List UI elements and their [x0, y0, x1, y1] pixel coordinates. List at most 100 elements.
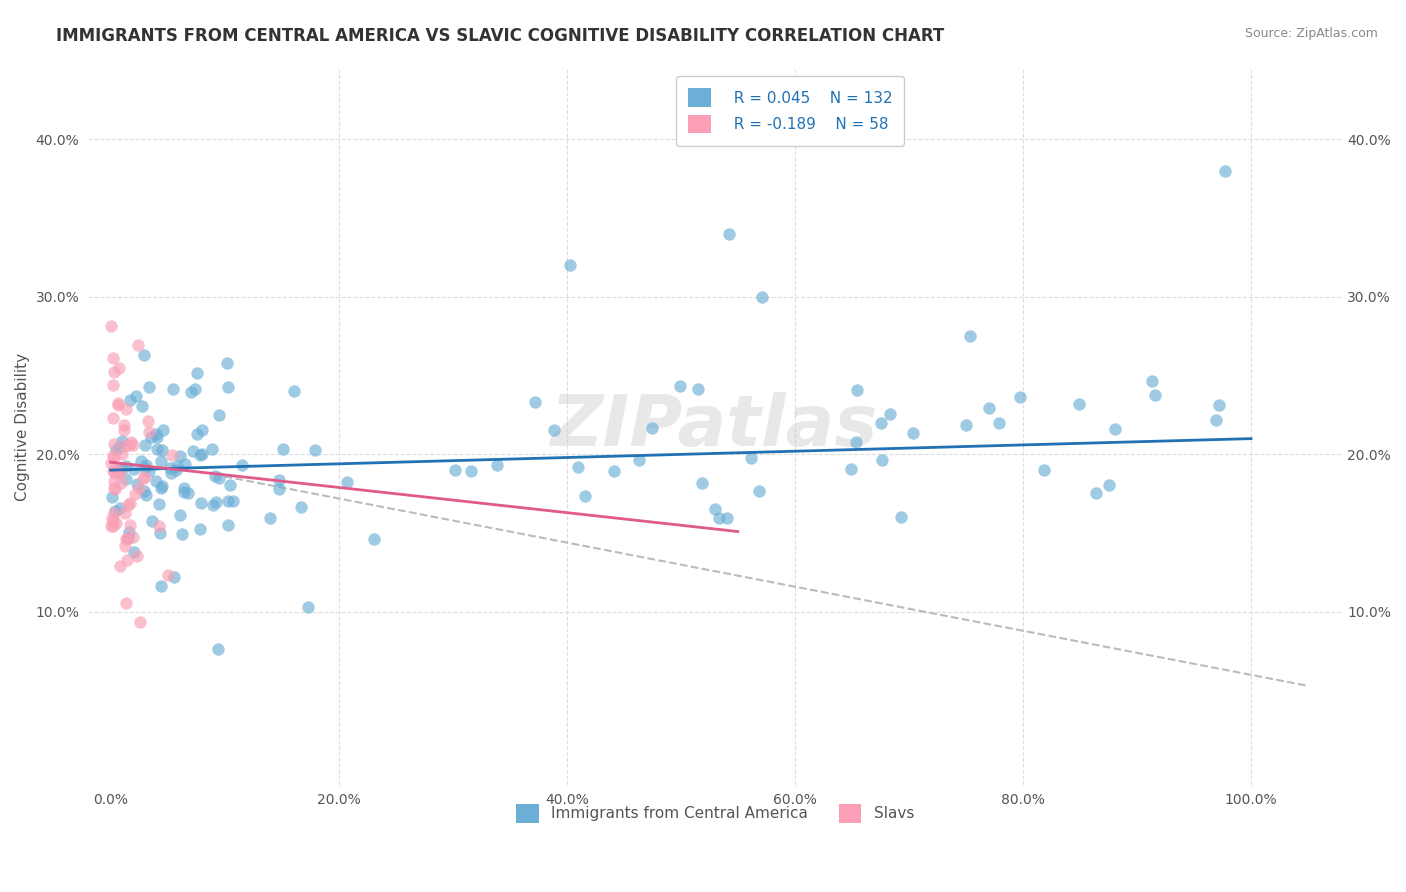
Point: [879, 407, 901, 421]
Point: [103, 449, 125, 463]
Point: [692, 476, 714, 491]
Point: [112, 418, 135, 433]
Point: [145, 475, 167, 489]
Point: [103, 475, 125, 489]
Point: [218, 478, 240, 492]
Point: [215, 356, 238, 370]
Point: [104, 466, 127, 480]
Point: [204, 468, 226, 483]
Point: [121, 438, 143, 452]
Text: IMMIGRANTS FROM CENTRAL AMERICA VS SLAVIC COGNITIVE DISABILITY CORRELATION CHART: IMMIGRANTS FROM CENTRAL AMERICA VS SLAVI…: [56, 27, 945, 45]
Point: [959, 328, 981, 343]
Point: [111, 447, 134, 461]
Point: [870, 453, 893, 467]
Point: [173, 481, 195, 495]
Point: [955, 417, 977, 432]
Point: [135, 458, 157, 472]
Point: [100, 319, 122, 334]
Point: [114, 506, 136, 520]
Point: [103, 482, 125, 496]
Point: [127, 338, 149, 352]
Point: [120, 495, 142, 509]
Point: [125, 389, 148, 403]
Point: [132, 470, 155, 484]
Point: [100, 456, 122, 470]
Point: [1098, 478, 1121, 492]
Point: [283, 384, 305, 398]
Point: [217, 517, 239, 532]
Point: [628, 453, 651, 467]
Point: [100, 518, 122, 533]
Legend: Immigrants from Central America, Slavs: Immigrants from Central America, Slavs: [503, 792, 927, 835]
Point: [138, 380, 160, 394]
Point: [101, 377, 124, 392]
Point: [103, 506, 125, 520]
Point: [839, 462, 862, 476]
Point: [217, 380, 239, 394]
Point: [128, 615, 150, 629]
Point: [297, 599, 319, 614]
Point: [162, 382, 184, 396]
Point: [115, 472, 138, 486]
Point: [112, 423, 135, 437]
Point: [207, 642, 229, 657]
Point: [107, 464, 129, 478]
Point: [173, 484, 195, 499]
Point: [173, 457, 195, 471]
Point: [202, 498, 225, 512]
Point: [128, 481, 150, 495]
Point: [188, 522, 211, 536]
Point: [122, 530, 145, 544]
Point: [181, 444, 204, 458]
Point: [486, 458, 509, 472]
Point: [138, 425, 160, 439]
Point: [132, 348, 155, 362]
Point: [122, 545, 145, 559]
Point: [716, 511, 738, 525]
Point: [103, 411, 125, 425]
Point: [1104, 422, 1126, 436]
Point: [165, 463, 187, 477]
Point: [523, 395, 546, 409]
Point: [269, 482, 291, 496]
Point: [101, 511, 124, 525]
Point: [157, 568, 180, 582]
Point: [870, 417, 893, 431]
Point: [150, 454, 173, 468]
Point: [169, 508, 191, 523]
Point: [138, 464, 160, 478]
Point: [134, 438, 156, 452]
Text: Source: ZipAtlas.com: Source: ZipAtlas.com: [1244, 27, 1378, 40]
Point: [134, 461, 156, 475]
Point: [152, 423, 174, 437]
Point: [208, 409, 231, 423]
Point: [135, 488, 157, 502]
Point: [460, 464, 482, 478]
Point: [748, 484, 770, 499]
Point: [132, 471, 155, 485]
Point: [118, 438, 141, 452]
Point: [114, 439, 136, 453]
Point: [145, 426, 167, 441]
Point: [125, 549, 148, 563]
Point: [304, 442, 326, 457]
Point: [558, 259, 581, 273]
Point: [1084, 485, 1107, 500]
Point: [184, 382, 207, 396]
Point: [1140, 374, 1163, 388]
Point: [231, 458, 253, 472]
Point: [117, 498, 139, 512]
Point: [108, 360, 131, 375]
Point: [707, 511, 730, 525]
Point: [150, 442, 173, 457]
Point: [177, 486, 200, 500]
Point: [159, 466, 181, 480]
Point: [115, 596, 138, 610]
Point: [1033, 463, 1056, 477]
Point: [103, 365, 125, 379]
Point: [125, 477, 148, 491]
Point: [103, 450, 125, 465]
Point: [114, 458, 136, 473]
Point: [208, 471, 231, 485]
Point: [188, 449, 211, 463]
